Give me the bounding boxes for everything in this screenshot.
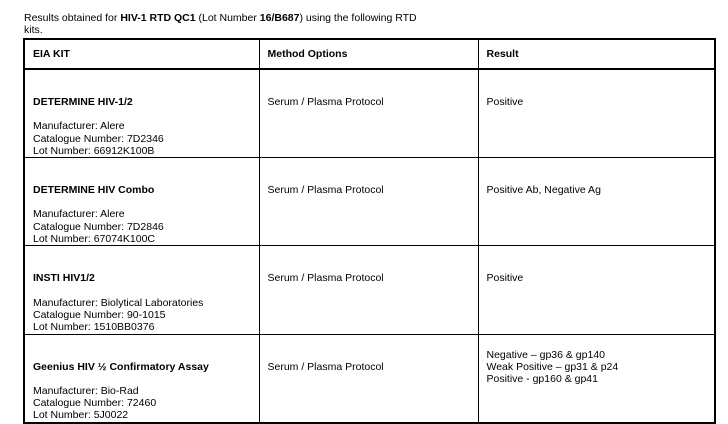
table-header: EIA KIT Method Options Result xyxy=(23,38,716,70)
kit-name: Geenius HIV ½ Confirmatory Assay xyxy=(33,360,209,373)
catalogue-number: Catalogue Number: 7D2346 xyxy=(33,132,164,145)
method-cell: Serum / Plasma Protocol xyxy=(258,245,479,335)
catalogue-number: Catalogue Number: 72460 xyxy=(33,397,157,410)
manufacturer: Manufacturer: Alere xyxy=(33,120,125,133)
header-result: Result xyxy=(477,38,716,70)
method-cell: Serum / Plasma Protocol xyxy=(258,68,479,159)
header-method-options: Method Options xyxy=(258,38,479,70)
table-row: INSTI HIV1/2 Manufacturer: Biolytical Lab… xyxy=(23,245,716,335)
kit-info: Manufacturer: Alere Catalogue Number: 7D2… xyxy=(33,208,259,245)
result-line: Positive - gp160 & gp41 xyxy=(486,373,599,386)
catalogue-number: Catalogue Number: 7D2846 xyxy=(33,220,164,233)
catalogue-number: Catalogue Number: 90-1015 xyxy=(33,308,166,321)
method-text: Serum / Plasma Protocol xyxy=(267,96,384,108)
method-text: Serum / Plasma Protocol xyxy=(267,360,384,373)
kit-name: DETERMINE HIV Combo xyxy=(33,184,155,197)
manufacturer: Manufacturer: Alere xyxy=(33,208,125,221)
kit-lot-number: Lot Number: 67074K100C xyxy=(33,233,155,246)
kit-lot-number: Lot Number: 5J0022 xyxy=(33,409,129,422)
result-cell: Positive Ab, Negative Ag xyxy=(477,157,716,247)
manufacturer: Manufacturer: Biolytical Laboratories xyxy=(33,296,204,309)
kit-cell: Geenius HIV ½ Confirmatory Assay Manufact… xyxy=(23,333,260,424)
manufacturer: Manufacturer: Bio-Rad xyxy=(33,384,139,397)
result-text: Positive xyxy=(486,272,524,285)
result-line: Weak Positive – gp31 & p24 xyxy=(486,360,619,373)
result-lines: Negative – gp36 & gp140 Weak Positive – g… xyxy=(487,349,715,386)
result-cell: Negative – gp36 & gp140 Weak Positive – g… xyxy=(477,333,716,424)
intro-part: ) using the following RTD kits. xyxy=(24,12,417,36)
result-cell: Positive xyxy=(477,245,716,335)
intro-part: (Lot Number xyxy=(195,12,260,24)
method-cell: Serum / Plasma Protocol xyxy=(258,333,479,424)
kit-info: Manufacturer: Alere Catalogue Number: 7D2… xyxy=(33,120,259,157)
table-row: Geenius HIV ½ Confirmatory Assay Manufact… xyxy=(23,333,716,424)
kit-lot-number: Lot Number: 1510BB0376 xyxy=(33,321,155,334)
header-eia-kit: EIA KIT xyxy=(23,38,260,70)
results-table: EIA KIT Method Options Result DETERMINE … xyxy=(23,38,716,424)
lot-number: 16/B687 xyxy=(259,12,300,24)
result-cell: Positive xyxy=(477,68,716,159)
method-cell: Serum / Plasma Protocol xyxy=(258,157,479,247)
result-text: Positive xyxy=(486,96,524,108)
table-row: DETERMINE HIV Combo Manufacturer: Alere Ca… xyxy=(23,157,716,247)
result-line: Negative – gp36 & gp140 xyxy=(486,348,606,361)
method-text: Serum / Plasma Protocol xyxy=(267,184,384,197)
intro-text: Results obtained for HIV-1 RTD QC1 (Lot … xyxy=(24,12,424,36)
kit-cell: INSTI HIV1/2 Manufacturer: Biolytical Lab… xyxy=(23,245,260,335)
kit-name: DETERMINE HIV-1/2 xyxy=(33,96,133,108)
kit-name: INSTI HIV1/2 xyxy=(33,272,95,285)
kit-cell: DETERMINE HIV-1/2 Manufacturer: Alere Cata… xyxy=(23,68,260,159)
kit-info: Manufacturer: Biolytical Laboratories Cat… xyxy=(33,297,259,334)
kit-cell: DETERMINE HIV Combo Manufacturer: Alere Ca… xyxy=(23,157,260,247)
table-row: DETERMINE HIV-1/2 Manufacturer: Alere Cata… xyxy=(23,68,716,159)
intro-part: Results obtained for xyxy=(24,12,121,24)
qc-name: HIV-1 RTD QC1 xyxy=(120,12,196,24)
result-text: Positive Ab, Negative Ag xyxy=(486,184,601,197)
method-text: Serum / Plasma Protocol xyxy=(267,272,384,285)
kit-lot-number: Lot Number: 66912K100B xyxy=(33,144,155,157)
kit-info: Manufacturer: Bio-Rad Catalogue Number: 7… xyxy=(33,385,259,422)
